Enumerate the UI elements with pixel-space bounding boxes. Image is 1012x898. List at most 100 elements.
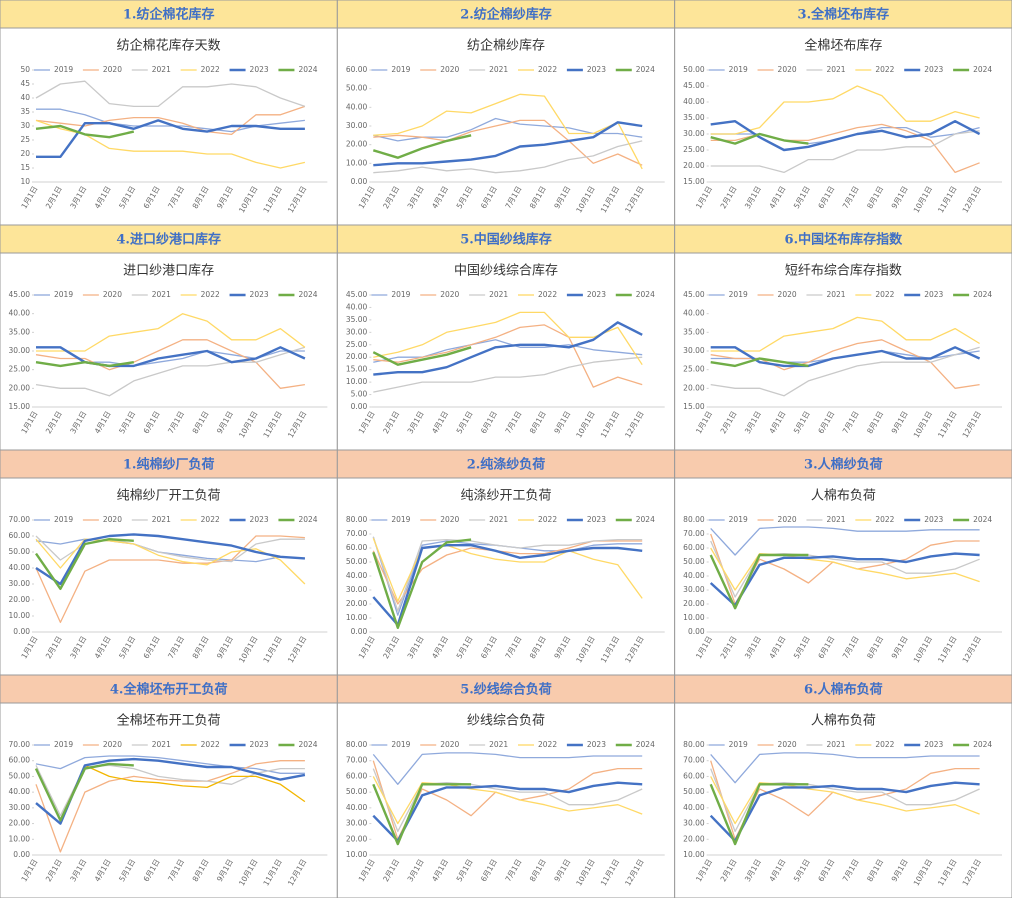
y-tick-label: 60.00 xyxy=(346,543,368,552)
y-tick-label: 40.00 xyxy=(346,571,368,580)
y-tick-label: 60.00 xyxy=(346,771,368,780)
y-tick-label: 5.00 xyxy=(351,390,368,399)
legend-label: 2021 xyxy=(826,290,845,299)
series-line xyxy=(710,776,980,825)
y-tick-label: 45.00 xyxy=(683,81,705,90)
y-tick-label: 50.00 xyxy=(683,787,705,796)
legend-label: 2023 xyxy=(250,515,269,524)
series-line xyxy=(35,535,305,624)
legend-label: 2021 xyxy=(152,515,171,524)
legend-label: 2021 xyxy=(152,65,171,74)
y-tick-label: 30.00 xyxy=(683,129,705,138)
y-tick-label: 0.00 xyxy=(13,850,30,859)
y-tick-label: 35.00 xyxy=(9,327,31,336)
series-line xyxy=(36,119,305,158)
y-tick-label: 0.00 xyxy=(13,627,30,636)
y-tick-label: 20.00 xyxy=(346,140,368,149)
legend-label: 2022 xyxy=(201,515,220,524)
y-tick-label: 20.00 xyxy=(346,599,368,608)
panel-header-text: 1.纯棉纱厂负荷 xyxy=(123,457,215,473)
legend-label: 2024 xyxy=(636,65,655,74)
chart-title: 进口纱港口库存 xyxy=(123,263,214,279)
series-line xyxy=(373,339,643,363)
panel-header-text: 6.中国坯布库存指数 xyxy=(785,232,904,248)
y-tick-label: 35 xyxy=(20,107,30,116)
legend-label: 2024 xyxy=(973,290,992,299)
y-tick-label: 60.00 xyxy=(683,771,705,780)
y-tick-label: 25.00 xyxy=(9,365,31,374)
series-line xyxy=(373,321,643,376)
legend-label: 2020 xyxy=(778,65,797,74)
legend-label: 2021 xyxy=(826,515,845,524)
series-line xyxy=(35,105,306,136)
y-tick-label: 60.00 xyxy=(346,65,368,74)
y-tick-label: 30.00 xyxy=(346,819,368,828)
legend-label: 2023 xyxy=(250,740,269,749)
panel-body xyxy=(336,252,676,451)
legend-label: 2020 xyxy=(440,65,459,74)
legend-label: 2019 xyxy=(729,65,748,74)
y-tick-label: 80.00 xyxy=(346,740,368,749)
y-tick-label: 20.00 xyxy=(346,352,368,361)
legend-label: 2023 xyxy=(924,65,943,74)
chart-title: 全棉坯布库存 xyxy=(804,38,882,54)
legend-label: 2019 xyxy=(391,740,410,749)
y-tick-label: 70.00 xyxy=(683,756,705,765)
legend-label: 2022 xyxy=(538,290,557,299)
y-tick-label: 80.00 xyxy=(683,515,705,524)
series-line xyxy=(36,313,306,352)
y-tick-label: 25 xyxy=(20,135,30,144)
legend-label: 2024 xyxy=(298,290,317,299)
y-tick-label: 30.00 xyxy=(346,121,368,130)
panel-header-text: 3.全棉坯布库存 xyxy=(798,7,890,23)
legend-label: 2020 xyxy=(103,515,122,524)
legend-label: 2022 xyxy=(875,740,894,749)
series-line xyxy=(372,134,472,159)
y-tick-label: 45 xyxy=(20,79,30,88)
series-line xyxy=(373,140,643,174)
panel-header-text: 2.纺企棉纱库存 xyxy=(460,7,552,23)
chart-title: 纱线综合负荷 xyxy=(467,714,545,729)
legend-label: 2022 xyxy=(538,515,557,524)
legend-label: 2022 xyxy=(201,290,220,299)
series-line xyxy=(373,121,643,167)
legend-label: 2020 xyxy=(440,515,459,524)
y-tick-label: 45.00 xyxy=(346,290,368,299)
y-tick-label: 40.00 xyxy=(346,803,368,812)
y-tick-label: 40.00 xyxy=(9,563,31,572)
y-tick-label: 10.00 xyxy=(346,377,368,386)
legend-label: 2019 xyxy=(391,515,410,524)
legend-label: 2023 xyxy=(250,290,269,299)
legend-label: 2023 xyxy=(587,290,606,299)
y-tick-label: 50.00 xyxy=(346,557,368,566)
legend-label: 2024 xyxy=(298,65,317,74)
y-tick-label: 50.00 xyxy=(683,557,705,566)
series-line xyxy=(709,783,809,846)
series-line xyxy=(373,119,643,166)
panel-body xyxy=(336,27,676,226)
y-tick-label: 20.00 xyxy=(683,161,705,170)
panel-header-text: 2.纯涤纱负荷 xyxy=(467,457,546,473)
legend-label: 2023 xyxy=(924,515,943,524)
y-tick-label: 20.00 xyxy=(346,834,368,843)
panel-header-text: 5.纱线综合负荷 xyxy=(460,682,552,698)
panel-header xyxy=(336,674,676,704)
legend-label: 2019 xyxy=(54,740,73,749)
legend-label: 2021 xyxy=(489,740,508,749)
y-tick-label: 30.00 xyxy=(346,585,368,594)
panel-body xyxy=(336,702,676,898)
y-tick-label: 70.00 xyxy=(9,515,31,524)
legend-label: 2019 xyxy=(729,740,748,749)
legend-label: 2019 xyxy=(391,65,410,74)
panel-header xyxy=(336,449,676,479)
panel-body xyxy=(674,702,1012,898)
y-tick-label: 15.00 xyxy=(683,177,705,186)
y-tick-label: 35.00 xyxy=(346,315,368,324)
